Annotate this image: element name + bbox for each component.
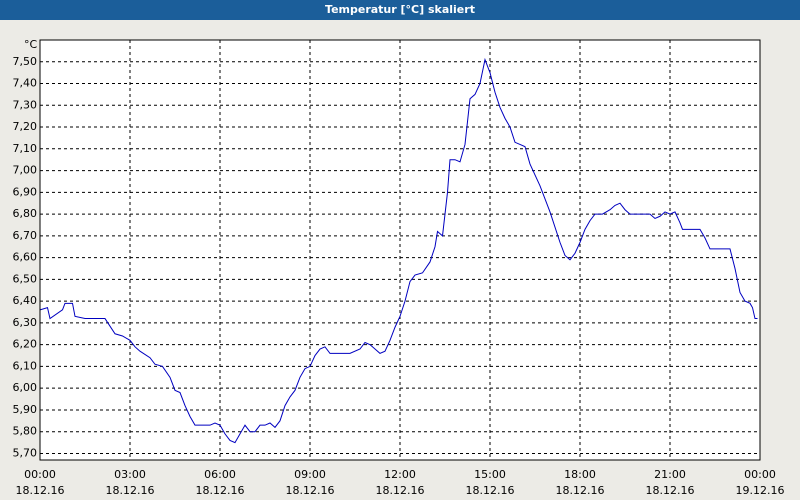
x-tick-label: 18.12.16 [466,484,515,497]
y-tick-label: 7,20 [13,120,38,133]
y-tick-label: 6,80 [13,207,38,220]
y-tick-label: 7,10 [13,142,38,155]
y-tick-label: 6,70 [13,229,38,242]
x-tick-label: 18:00 [564,468,596,481]
temperature-line [39,57,758,444]
x-tick-label: 18.12.16 [16,484,65,497]
y-tick-label: 7,30 [13,98,38,111]
x-tick-label: 19.12.16 [736,484,785,497]
x-tick-label: 18.12.16 [106,484,155,497]
y-tick-label: 6,00 [13,381,38,394]
x-tick-label: 06:00 [204,468,236,481]
x-tick-label: 21:00 [654,468,686,481]
x-tick-label: 00:00 [24,468,56,481]
y-tick-label: 7,50 [13,55,38,68]
x-tick-label: 15:00 [474,468,506,481]
y-tick-label: 6,30 [13,316,38,329]
x-tick-label: 18.12.16 [286,484,335,497]
x-tick-label: 18.12.16 [556,484,605,497]
y-tick-label: 5,70 [13,446,38,459]
y-tick-label: 6,10 [13,359,38,372]
x-tick-label: 18.12.16 [376,484,425,497]
y-tick-label: 7,00 [13,164,38,177]
y-tick-label: 6,50 [13,272,38,285]
x-tick-label: 12:00 [384,468,416,481]
y-tick-label: 6,60 [13,251,38,264]
y-tick-label: 6,20 [13,338,38,351]
x-tick-label: 00:00 [744,468,776,481]
y-tick-label: 6,40 [13,294,38,307]
plot-border [39,39,761,461]
y-tick-label: 6,90 [13,185,38,198]
title-bar [0,0,800,20]
y-tick-label: 7,40 [13,77,38,90]
chart-title: Temperatur [°C] skaliert [325,3,475,16]
x-tick-label: 18.12.16 [646,484,695,497]
x-tick-label: 18.12.16 [196,484,245,497]
y-unit: °C [24,38,38,51]
y-tick-label: 5,80 [13,425,38,438]
x-tick-label: 03:00 [114,468,146,481]
x-tick-label: 09:00 [294,468,326,481]
y-tick-label: 5,90 [13,403,38,416]
